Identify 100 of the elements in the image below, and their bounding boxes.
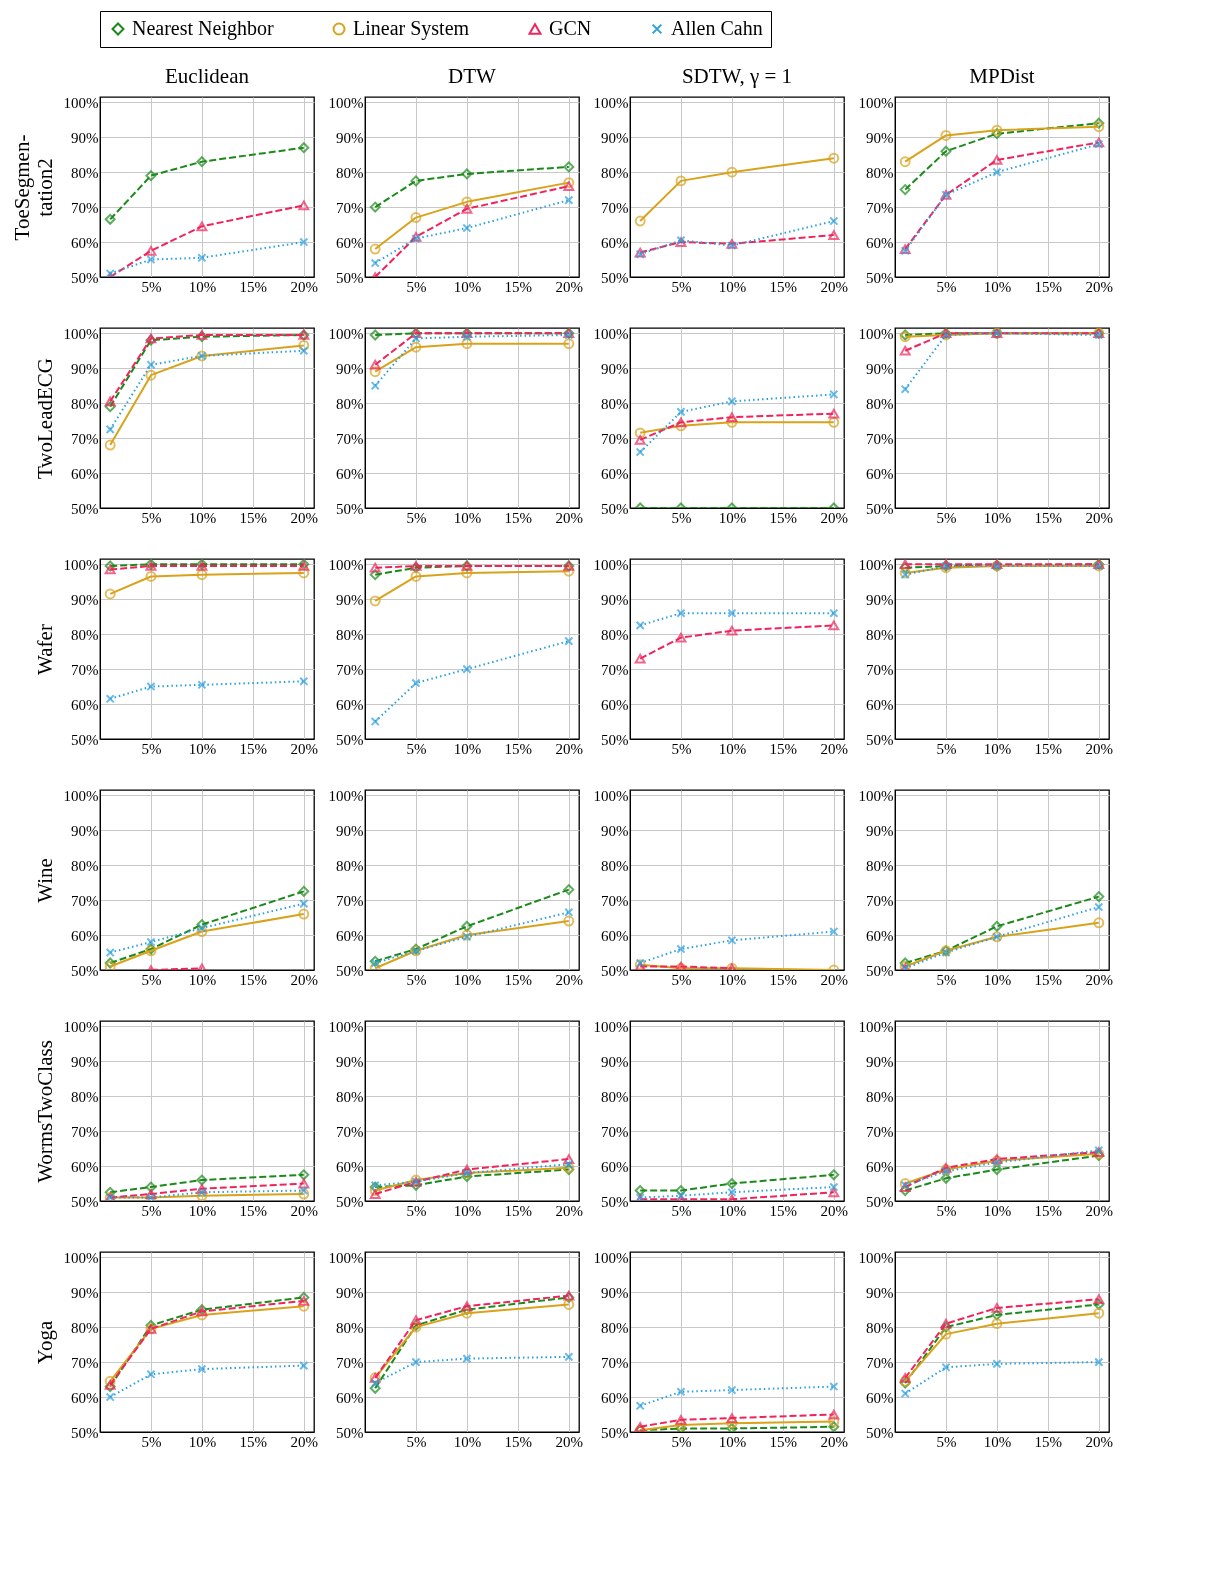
y-tick-label: 90% <box>71 129 99 146</box>
y-tick-label: 50% <box>866 1193 894 1210</box>
x-tick-label: 20% <box>290 1202 319 1219</box>
x-tick-label: 20% <box>820 1202 849 1219</box>
y-tick-label: 100% <box>328 1249 364 1266</box>
y-axis-title: TwoLeadECG <box>32 358 57 479</box>
y-tick-label: 70% <box>71 199 99 216</box>
x-tick-label: 20% <box>290 740 319 757</box>
y-tick-label: 100% <box>328 787 364 804</box>
x-tick-label: 15% <box>1034 1202 1063 1219</box>
x-tick-label: 15% <box>239 509 268 526</box>
x-tick-label: 20% <box>820 740 849 757</box>
x-tick-label: 20% <box>1085 1433 1114 1450</box>
y-tick-label: 100% <box>63 556 99 573</box>
y-axis-title: WormsTwoClass <box>32 1040 57 1183</box>
y-tick-label: 70% <box>866 1123 894 1140</box>
x-tick-label: 5% <box>141 509 162 526</box>
y-tick-label: 90% <box>601 822 629 839</box>
x-tick-label: 5% <box>141 740 162 757</box>
x-tick-label: 20% <box>290 509 319 526</box>
y-tick-label: 100% <box>858 556 894 573</box>
y-tick-label: 90% <box>71 591 99 608</box>
y-tick-label: 60% <box>601 234 629 251</box>
y-tick-label: 50% <box>71 1193 99 1210</box>
y-tick-label: 80% <box>71 626 99 643</box>
y-tick-label: 100% <box>328 556 364 573</box>
y-tick-label: 70% <box>71 430 99 447</box>
y-tick-label: 50% <box>336 1424 364 1441</box>
y-tick-label: 60% <box>601 696 629 713</box>
y-tick-label: 80% <box>866 1088 894 1105</box>
y-tick-label: 100% <box>593 325 629 342</box>
y-tick-label: 70% <box>601 1123 629 1140</box>
x-tick-label: 15% <box>769 740 798 757</box>
y-tick-label: 100% <box>858 787 894 804</box>
y-tick-label: 80% <box>71 164 99 181</box>
x-tick-label: 20% <box>820 509 849 526</box>
x-tick-label: 15% <box>1034 509 1063 526</box>
x-tick-label: 15% <box>239 1202 268 1219</box>
y-tick-label: 80% <box>71 1088 99 1105</box>
y-tick-label: 70% <box>336 892 364 909</box>
x-tick-label: 10% <box>188 278 217 295</box>
x-tick-label: 5% <box>671 740 692 757</box>
y-tick-label: 80% <box>71 1319 99 1336</box>
x-tick-label: 15% <box>504 278 533 295</box>
x-tick-label: 20% <box>820 1433 849 1450</box>
x-tick-label: 5% <box>671 509 692 526</box>
x-tick-label: 5% <box>406 509 427 526</box>
y-tick-label: 80% <box>866 164 894 181</box>
x-tick-label: 5% <box>936 740 957 757</box>
y-tick-label: 60% <box>601 1158 629 1175</box>
y-tick-label: 70% <box>601 199 629 216</box>
y-tick-label: 100% <box>593 1018 629 1035</box>
y-tick-label: 70% <box>601 892 629 909</box>
y-tick-label: 80% <box>336 1319 364 1336</box>
y-tick-label: 100% <box>593 787 629 804</box>
y-tick-label: 50% <box>601 500 629 517</box>
x-tick-label: 20% <box>1085 1202 1114 1219</box>
x-tick-label: 10% <box>188 740 217 757</box>
x-tick-label: 20% <box>555 1433 584 1450</box>
y-tick-label: 60% <box>866 465 894 482</box>
y-tick-label: 60% <box>866 1389 894 1406</box>
x-tick-label: 20% <box>290 278 319 295</box>
x-tick-label: 5% <box>936 1433 957 1450</box>
x-tick-label: 5% <box>141 1202 162 1219</box>
x-tick-label: 10% <box>453 1202 482 1219</box>
x-tick-label: 20% <box>555 278 584 295</box>
y-tick-label: 60% <box>71 234 99 251</box>
y-tick-label: 90% <box>336 822 364 839</box>
y-tick-label: 50% <box>866 1424 894 1441</box>
x-tick-label: 20% <box>820 278 849 295</box>
y-tick-label: 50% <box>866 500 894 517</box>
y-tick-label: 90% <box>71 822 99 839</box>
y-tick-label: 60% <box>71 927 99 944</box>
y-tick-label: 60% <box>866 1158 894 1175</box>
y-tick-label: 60% <box>71 1389 99 1406</box>
y-tick-label: 100% <box>858 94 894 111</box>
y-tick-label: 80% <box>601 857 629 874</box>
y-tick-label: 80% <box>866 1319 894 1336</box>
y-tick-label: 50% <box>71 962 99 979</box>
y-tick-label: 90% <box>866 129 894 146</box>
y-tick-label: 60% <box>336 465 364 482</box>
y-tick-label: 70% <box>866 430 894 447</box>
y-tick-label: 80% <box>601 626 629 643</box>
y-tick-label: 80% <box>866 626 894 643</box>
x-tick-label: 15% <box>769 1433 798 1450</box>
y-tick-label: 50% <box>336 962 364 979</box>
y-tick-label: 70% <box>71 892 99 909</box>
x-tick-label: 20% <box>555 740 584 757</box>
y-tick-label: 50% <box>601 1424 629 1441</box>
y-tick-label: 90% <box>866 591 894 608</box>
x-tick-label: 10% <box>718 740 747 757</box>
x-tick-label: 10% <box>983 509 1012 526</box>
y-tick-label: 70% <box>336 661 364 678</box>
y-tick-label: 70% <box>71 1354 99 1371</box>
x-tick-label: 15% <box>769 971 798 988</box>
y-tick-label: 100% <box>63 1249 99 1266</box>
y-tick-label: 50% <box>601 269 629 286</box>
x-tick-label: 5% <box>936 971 957 988</box>
y-tick-label: 100% <box>328 1018 364 1035</box>
y-tick-label: 80% <box>71 857 99 874</box>
